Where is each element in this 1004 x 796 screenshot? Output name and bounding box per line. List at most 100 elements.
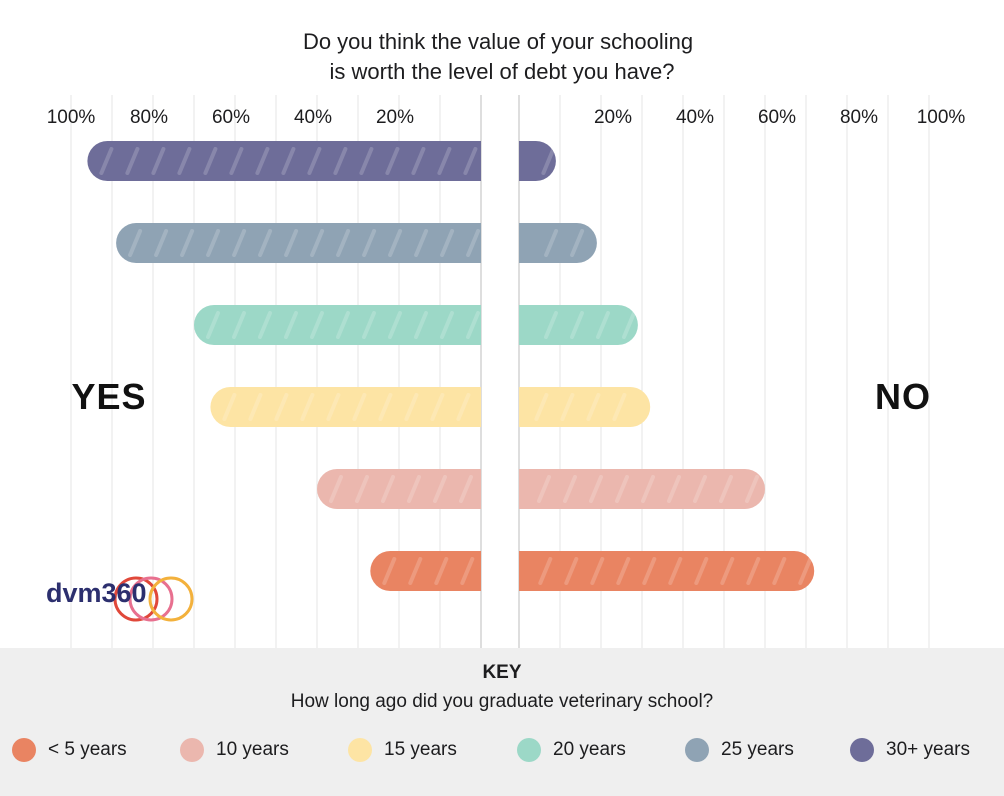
texture-stroke — [258, 229, 273, 257]
texture-stroke — [622, 311, 636, 339]
texture-stroke — [385, 147, 400, 175]
texture-stroke — [203, 147, 218, 175]
texture-stroke — [434, 557, 449, 585]
texture-stroke — [544, 311, 558, 339]
left-tick-label: 20% — [376, 107, 414, 128]
texture-stroke — [336, 229, 351, 257]
texture-stroke — [151, 147, 166, 175]
dvm360-logo: dvm360 — [44, 562, 204, 628]
dvm360-logo-mark: dvm360 — [46, 576, 194, 622]
legend-item: 15 years — [348, 737, 457, 763]
texture-stroke — [616, 557, 631, 585]
bar-texture — [329, 475, 759, 503]
texture-stroke — [534, 393, 549, 421]
yes-bar — [116, 223, 481, 263]
texture-stroke — [274, 393, 289, 421]
logo-ring-pink — [128, 576, 174, 622]
texture-stroke — [541, 147, 556, 175]
axis-tick-labels: 100% 80% 60% 40% 20% 20% 40% 60% 80% 100% — [47, 107, 966, 128]
texture-stroke — [720, 557, 735, 585]
texture-stroke — [570, 229, 585, 257]
texture-stroke — [329, 475, 343, 503]
texture-stroke — [586, 393, 601, 421]
logo-wordmark: dvm360 — [46, 578, 147, 608]
texture-stroke — [388, 229, 403, 257]
texture-stroke — [362, 229, 377, 257]
texture-stroke — [408, 557, 423, 585]
right-tick-label: 100% — [917, 107, 966, 128]
texture-stroke — [798, 557, 813, 585]
texture-stroke — [719, 475, 733, 503]
texture-stroke — [544, 229, 559, 257]
texture-stroke — [694, 557, 709, 585]
texture-stroke — [537, 475, 551, 503]
legend-swatch — [850, 738, 874, 762]
texture-stroke — [589, 475, 603, 503]
right-tick-label: 80% — [840, 107, 878, 128]
texture-stroke — [466, 311, 480, 339]
texture-stroke — [414, 311, 428, 339]
legend-item: 10 years — [180, 737, 289, 763]
texture-stroke — [459, 475, 473, 503]
chart-title-line-2: is worth the level of debt you have? — [330, 59, 675, 84]
texture-stroke — [456, 393, 471, 421]
bar-texture — [206, 311, 636, 339]
no-bar — [519, 223, 597, 263]
left-tick-label: 80% — [130, 107, 168, 128]
texture-stroke — [255, 147, 270, 175]
texture-stroke — [693, 475, 707, 503]
texture-stroke — [232, 311, 246, 339]
bar-row — [116, 223, 597, 263]
no-bar — [519, 387, 651, 427]
legend-swatch — [12, 738, 36, 762]
left-tick-label: 40% — [294, 107, 332, 128]
legend-item: 20 years — [517, 737, 626, 763]
texture-stroke — [125, 147, 140, 175]
legend-label: 10 years — [216, 739, 289, 760]
bar-texture — [382, 557, 813, 585]
legend-label: 20 years — [553, 739, 626, 760]
bar-row — [317, 469, 765, 509]
legend-panel: KEY How long ago did you graduate veteri… — [0, 648, 1004, 796]
right-tick-label: 20% — [594, 107, 632, 128]
texture-stroke — [333, 147, 348, 175]
texture-stroke — [336, 311, 350, 339]
texture-stroke — [180, 229, 195, 257]
texture-stroke — [206, 229, 221, 257]
yes-bar — [87, 141, 481, 181]
texture-stroke — [310, 311, 324, 339]
no-bar — [519, 141, 556, 181]
texture-stroke — [642, 557, 657, 585]
legend-label: 30+ years — [886, 739, 970, 760]
logo-ring-red — [113, 576, 159, 622]
texture-stroke — [466, 229, 481, 257]
texture-stroke — [437, 147, 452, 175]
texture-stroke — [310, 229, 325, 257]
no-bar — [519, 469, 765, 509]
yes-bar — [317, 469, 481, 509]
texture-stroke — [362, 311, 376, 339]
legend-swatch — [517, 738, 541, 762]
yes-bar — [194, 305, 481, 345]
texture-stroke — [612, 393, 627, 421]
texture-stroke — [326, 393, 341, 421]
texture-stroke — [404, 393, 419, 421]
texture-stroke — [388, 311, 402, 339]
legend-item: < 5 years — [12, 737, 127, 763]
texture-stroke — [284, 229, 299, 257]
texture-stroke — [563, 475, 577, 503]
bar-row — [194, 305, 638, 345]
legend-heading: KEY — [482, 662, 522, 683]
texture-stroke — [463, 147, 478, 175]
left-tick-label: 60% — [212, 107, 250, 128]
bar-row — [210, 387, 651, 427]
bars — [87, 141, 815, 591]
texture-stroke — [433, 475, 447, 503]
texture-stroke — [407, 475, 421, 503]
texture-stroke — [564, 557, 579, 585]
texture-stroke — [382, 557, 397, 585]
legend-label: 15 years — [384, 739, 457, 760]
texture-stroke — [440, 311, 454, 339]
legend-label: 25 years — [721, 739, 794, 760]
texture-stroke — [222, 393, 237, 421]
